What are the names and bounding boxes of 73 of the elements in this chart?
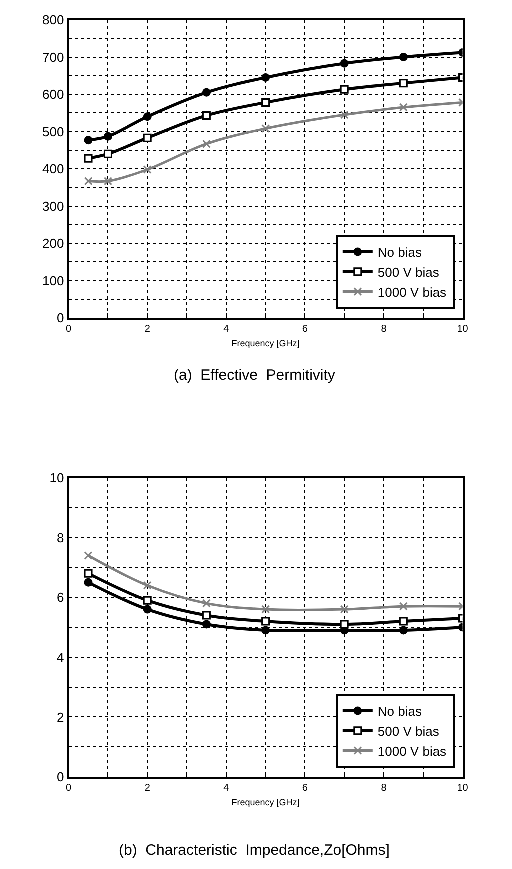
x-tick-label: 2 (144, 324, 151, 335)
y-tick-label: 400 (42, 162, 64, 177)
point (84, 177, 93, 186)
x-tick-label: 10 (457, 324, 469, 335)
point (84, 578, 93, 587)
y-tick-label: 500 (42, 124, 64, 140)
y-tick-label: 4 (56, 650, 64, 665)
point (143, 605, 152, 614)
legend-label: 1000 V bias (378, 284, 448, 300)
y-tick-label: 10 (50, 470, 64, 486)
x-axis-title: Frequency [GHz] (232, 797, 300, 808)
point (399, 53, 408, 62)
point (84, 569, 93, 578)
point (202, 111, 211, 120)
y-tick-label: 6 (56, 590, 64, 606)
x-tick-label: 0 (66, 324, 72, 335)
point (143, 166, 152, 174)
point (340, 620, 349, 629)
x-tick-label: 6 (302, 324, 308, 335)
y-tick-label: 200 (42, 236, 64, 252)
legend-label: 1000 V bias (378, 744, 448, 759)
point (340, 85, 349, 94)
y-tick-label: 800 (42, 12, 64, 28)
y-tick-label: 8 (56, 530, 64, 546)
x-tick-label: 4 (224, 783, 230, 794)
text: (a) Effective Permitivity (174, 367, 336, 384)
x-tick-label: 6 (302, 783, 308, 794)
legend-label: No bias (378, 704, 422, 720)
point (143, 581, 152, 590)
point (262, 605, 270, 614)
x-tick-label: 8 (381, 783, 388, 794)
legend-label: 500 V bias (378, 724, 440, 739)
x-tick-label: 10 (457, 783, 469, 794)
point (262, 124, 270, 134)
point (104, 132, 112, 141)
legend-label: 500 V bias (378, 264, 440, 280)
point (104, 150, 112, 158)
point (202, 140, 211, 148)
point (399, 626, 408, 635)
point (104, 177, 112, 186)
point (84, 551, 93, 560)
legend-label: No bias (378, 245, 422, 260)
y-tick-label: 2 (56, 710, 64, 725)
point (202, 620, 211, 629)
x-tick-label: 0 (66, 783, 72, 794)
point (262, 617, 270, 626)
point (399, 617, 408, 626)
point (202, 88, 211, 97)
text: (b) Characteristic Impedance,Zo[Ohms] (119, 842, 390, 859)
point (340, 59, 349, 68)
point (399, 79, 408, 88)
x-axis-title: Frequency [GHz] (232, 338, 300, 348)
point (143, 134, 152, 142)
point (399, 103, 408, 112)
x-tick-label: 4 (224, 324, 230, 335)
point (340, 110, 349, 120)
point (262, 98, 270, 107)
x-tick-label: 8 (381, 324, 388, 335)
point (84, 136, 93, 145)
point (340, 605, 349, 614)
y-tick-label: 700 (42, 50, 64, 65)
point (143, 596, 152, 605)
y-tick-label: 100 (42, 273, 64, 288)
point (143, 112, 152, 122)
point (84, 154, 93, 163)
point (202, 611, 211, 620)
point (262, 626, 270, 635)
x-tick-label: 2 (144, 783, 151, 794)
point (399, 602, 408, 611)
y-tick-label: 600 (42, 87, 64, 102)
point (262, 73, 270, 82)
point (202, 599, 211, 608)
y-tick-label: 300 (42, 198, 64, 214)
